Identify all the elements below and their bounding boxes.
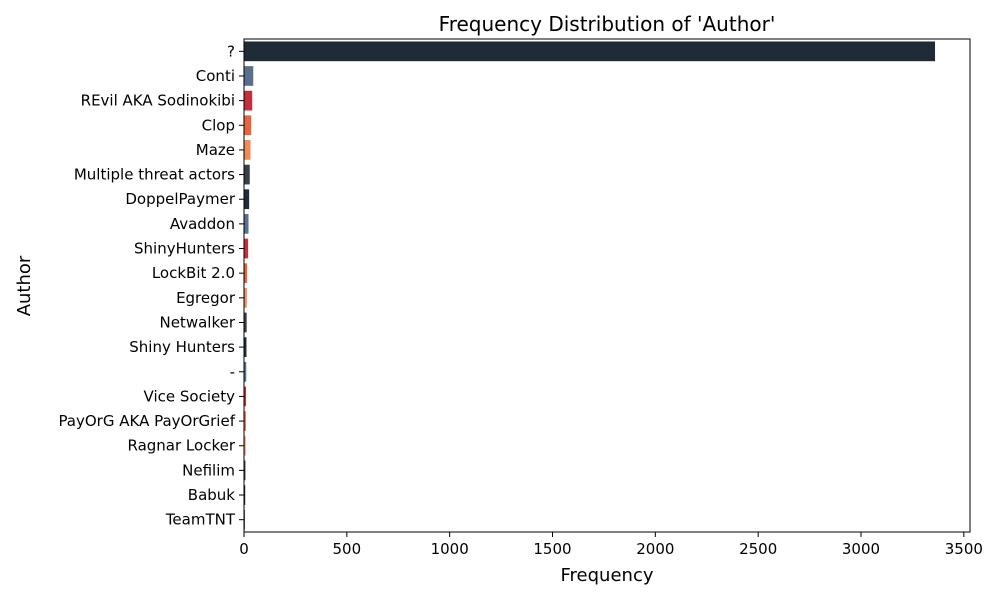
y-tick-label-11: Netwalker [159,313,235,331]
y-tick-label-15: PayOrG AKA PayOrGrief [58,412,235,430]
bar-2 [244,90,253,111]
y-tick-label-18: Babuk [188,486,236,504]
chart-title: Frequency Distribution of 'Author' [439,12,776,36]
x-axis-label: Frequency [561,565,654,586]
bars-layer [244,41,936,530]
x-tick-label-6: 3000 [842,540,880,558]
x-tick-label-1: 500 [333,540,362,558]
x-tick-label-0: 0 [239,540,249,558]
bar-9 [244,263,248,284]
bar-3 [244,115,252,136]
x-tick-label-5: 2500 [739,540,777,558]
y-tick-label-1: Conti [196,67,235,85]
y-tick-label-0: ? [227,42,235,60]
bar-12 [244,337,247,357]
bar-16 [244,435,246,456]
bar-8 [244,238,249,259]
bar-13 [244,361,247,382]
y-tick-label-6: DoppelPaymer [125,190,235,208]
x-tick-label-3: 1500 [533,540,571,558]
y-tick-label-12: Shiny Hunters [129,338,235,356]
y-tick-label-10: Egregor [176,289,236,307]
bar-14 [244,386,247,407]
bar-0 [244,41,936,62]
bar-1 [244,66,254,86]
y-tick-label-19: TeamTNT [165,511,236,529]
y-axis-label: Author [14,255,35,316]
x-tick-label-4: 2000 [636,540,674,558]
y-tick-label-17: Nefilim [182,461,235,479]
bar-7 [244,214,249,234]
bar-6 [244,189,250,210]
bar-10 [244,287,247,308]
y-tick-label-2: REvil AKA Sodinokibi [81,92,235,110]
bar-5 [244,164,250,185]
bar-15 [244,411,246,431]
bar-4 [244,140,251,160]
y-tick-label-4: Maze [196,141,235,159]
bar-11 [244,312,247,333]
plot-frame [243,38,971,533]
y-tick-label-14: Vice Society [144,387,236,405]
y-tick-label-7: Avaddon [170,215,235,233]
y-tick-label-9: LockBit 2.0 [152,264,235,282]
y-tick-label-3: Clop [202,116,235,134]
bar-19 [244,509,246,530]
y-tick-label-16: Ragnar Locker [127,437,235,455]
bar-18 [244,485,246,505]
bar-17 [244,460,246,481]
y-tick-label-5: Multiple threat actors [74,166,235,184]
x-tick-label-7: 3500 [945,540,983,558]
y-tick-label-13: - [230,363,235,381]
axes-layer: ? Conti REvil AKA Sodinokibi Clop Maze Multip… [58,42,982,558]
y-tick-label-8: ShinyHunters [134,240,235,258]
x-tick-label-2: 1000 [431,540,469,558]
